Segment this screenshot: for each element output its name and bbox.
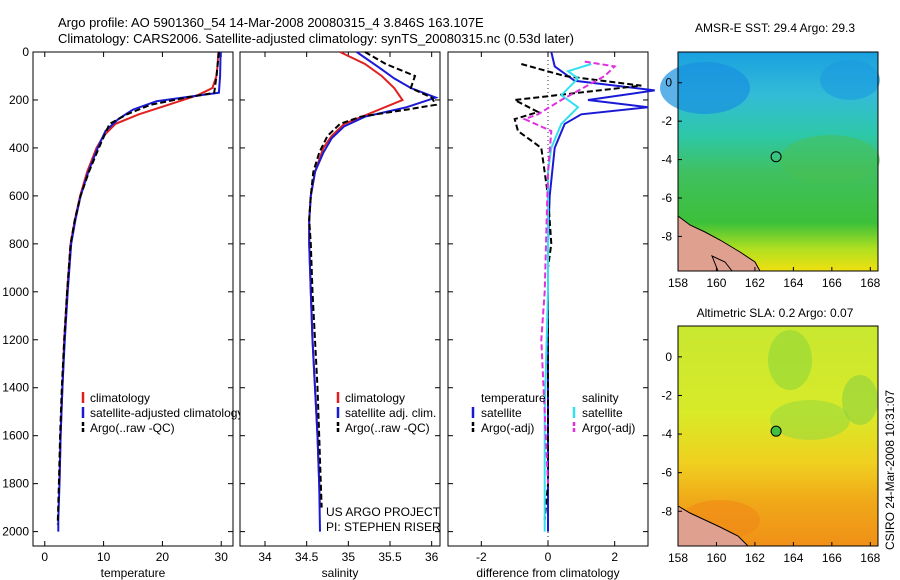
sst-cool-patch-2 bbox=[820, 60, 880, 100]
difference-xlabel: difference from climatology bbox=[476, 566, 619, 580]
sst-map-panel: AMSR-E SST: 29.4 Argo: 29.3 158 160 162 164… bbox=[660, 21, 881, 290]
sal-legend-climatology-label: climatology bbox=[345, 391, 405, 405]
sal-legend-satellite-label: satellite adj. clim. bbox=[345, 406, 436, 420]
sla-map-ytick-label: 0 bbox=[665, 350, 672, 364]
sst-map-xtick-label: 162 bbox=[745, 276, 765, 290]
sla-map-title: Altimetric SLA: 0.2 Argo: 0.07 bbox=[697, 306, 854, 320]
sst-map-xtick-label: 158 bbox=[668, 276, 688, 290]
sla-map-ytick-label: -4 bbox=[661, 427, 672, 441]
sst-map-xtick-label: 166 bbox=[822, 276, 842, 290]
depth-ytick-label: 800 bbox=[9, 237, 29, 251]
depth-ytick-label: 2000 bbox=[2, 525, 29, 539]
pi-annotation: PI: STEPHEN RISER bbox=[326, 520, 441, 534]
salinity-panel: 34 34.5 35 35.5 36 salinity climatology sate… bbox=[239, 51, 441, 580]
sla-map-ytick-label: -6 bbox=[661, 466, 672, 480]
temperature-xtick-label: 20 bbox=[156, 550, 170, 564]
sla-map-area: 158 160 162 164 166 168 -8 -6 -4 -2 0 bbox=[661, 326, 881, 565]
credit-timestamp: CSIRO 24-Mar-2008 10:31:07 bbox=[883, 390, 897, 550]
figure-title-line1: Argo profile: AO 5901360_54 14-Mar-2008 … bbox=[58, 15, 484, 30]
project-annotation: US ARGO PROJECT bbox=[326, 505, 441, 519]
salinity-series-argo-raw-qc- bbox=[308, 51, 438, 508]
depth-ytick-label: 600 bbox=[9, 189, 29, 203]
temperature-axes-box bbox=[32, 51, 234, 547]
difference-xtick-label: -2 bbox=[476, 550, 487, 564]
sst-warm-patch bbox=[780, 135, 880, 185]
sla-map-xtick-label: 160 bbox=[706, 551, 726, 565]
difference-legend: temperature satellite Argo(-adj) salinit… bbox=[471, 391, 635, 435]
sla-map-xtick-label: 168 bbox=[860, 551, 880, 565]
temperature-legend: climatology satellite-adjusted climatolo… bbox=[81, 391, 243, 435]
sla-map-xtick-label: 166 bbox=[822, 551, 842, 565]
depth-ytick-label: 200 bbox=[9, 93, 29, 107]
depth-ytick-label: 1800 bbox=[2, 477, 29, 491]
salinity-axes-box bbox=[239, 51, 441, 547]
diff-legend-salinity-title: salinity bbox=[582, 391, 619, 405]
sla-map-argo-marker bbox=[770, 425, 782, 437]
difference-xtick-label: 2 bbox=[611, 550, 618, 564]
diff-legend-temperature-title: temperature bbox=[481, 391, 546, 405]
depth-ytick-label: 0 bbox=[22, 45, 29, 59]
sla-map-frame bbox=[677, 325, 879, 547]
diff-legend-sal-argo-label: Argo(-adj) bbox=[582, 421, 635, 435]
depth-ytick-label: 1200 bbox=[2, 333, 29, 347]
depth-ytick-label: 400 bbox=[9, 141, 29, 155]
temperature-xtick-label: 10 bbox=[97, 550, 111, 564]
difference-series-salinity-argo-adj- bbox=[522, 60, 617, 484]
sst-map-ytick-label: -8 bbox=[661, 229, 672, 243]
sst-map-ytick-label: -6 bbox=[661, 191, 672, 205]
sst-map-ytick-label: -4 bbox=[661, 153, 672, 167]
sst-map-frame bbox=[677, 51, 879, 272]
sst-map-ytick-label: -2 bbox=[661, 114, 672, 128]
sst-map-xtick-label: 164 bbox=[783, 276, 803, 290]
legend-climatology-label: climatology bbox=[90, 391, 150, 405]
difference-panel: -2 0 2 difference from climatology tempera… bbox=[447, 51, 655, 580]
sla-low-patch bbox=[768, 330, 812, 390]
sla-map-xtick-label: 164 bbox=[783, 551, 803, 565]
sst-map-title: AMSR-E SST: 29.4 Argo: 29.3 bbox=[695, 21, 855, 35]
sst-map-xtick-label: 168 bbox=[860, 276, 880, 290]
salinity-xtick-label: 35 bbox=[342, 550, 356, 564]
diff-legend-temp-argo-label: Argo(-adj) bbox=[481, 421, 534, 435]
temperature-xlabel: temperature bbox=[101, 566, 166, 580]
sla-map-xtick-label: 158 bbox=[668, 551, 688, 565]
sla-map-panel: Altimetric SLA: 0.2 Argo: 0.07 158 160 162… bbox=[661, 306, 880, 565]
temperature-plot-area: 0 10 20 30 0 200 400 600 800 1000 1200 1400 1600 1800… bbox=[2, 45, 233, 564]
salinity-plot-area: 34 34.5 35 35.5 36 bbox=[240, 51, 440, 564]
difference-plot-area: -2 0 2 bbox=[448, 51, 655, 564]
sla-low-patch-2 bbox=[770, 400, 850, 440]
salinity-xtick-label: 35.5 bbox=[378, 550, 402, 564]
sla-map-ytick-label: -8 bbox=[661, 504, 672, 518]
sla-low-patch-3 bbox=[842, 375, 878, 425]
temperature-xtick-label: 30 bbox=[215, 550, 229, 564]
diff-legend-temp-sat-label: satellite bbox=[481, 406, 522, 420]
sst-map-xtick-label: 160 bbox=[706, 276, 726, 290]
difference-xtick-label: 0 bbox=[545, 550, 552, 564]
sal-legend-argo-label: Argo(..raw -QC) bbox=[345, 421, 430, 435]
depth-ytick-label: 1600 bbox=[2, 429, 29, 443]
legend-satellite-label: satellite-adjusted climatology bbox=[90, 406, 243, 420]
salinity-xtick-label: 34 bbox=[258, 550, 272, 564]
sst-cool-patch bbox=[660, 62, 750, 114]
sst-map-argo-marker bbox=[770, 151, 782, 163]
salinity-xtick-label: 34.5 bbox=[295, 550, 319, 564]
sla-map-ytick-label: -2 bbox=[661, 388, 672, 402]
legend-argo-label: Argo(..raw -QC) bbox=[90, 421, 175, 435]
sla-map-xtick-label: 162 bbox=[745, 551, 765, 565]
diff-legend-sal-sat-label: satellite bbox=[582, 406, 623, 420]
sst-map-area: 158 160 162 164 166 168 -8 -6 -4 -2 0 bbox=[660, 52, 881, 290]
temperature-panel: 0 10 20 30 0 200 400 600 800 1000 1200 1400 1600 1800… bbox=[2, 45, 243, 580]
temperature-series-argo-raw-qc- bbox=[56, 51, 220, 525]
sst-map-ytick-label: 0 bbox=[665, 76, 672, 90]
salinity-xlabel: salinity bbox=[322, 566, 359, 580]
salinity-xtick-label: 36 bbox=[425, 550, 439, 564]
salinity-legend: climatology satellite adj. clim. Argo(..… bbox=[336, 391, 436, 435]
temperature-xtick-label: 0 bbox=[41, 550, 48, 564]
figure-title-line2: Climatology: CARS2006. Satellite-adjuste… bbox=[58, 31, 574, 46]
depth-ytick-label: 1000 bbox=[2, 285, 29, 299]
depth-ytick-label: 1400 bbox=[2, 381, 29, 395]
difference-series-salinity-satellite bbox=[543, 63, 592, 532]
